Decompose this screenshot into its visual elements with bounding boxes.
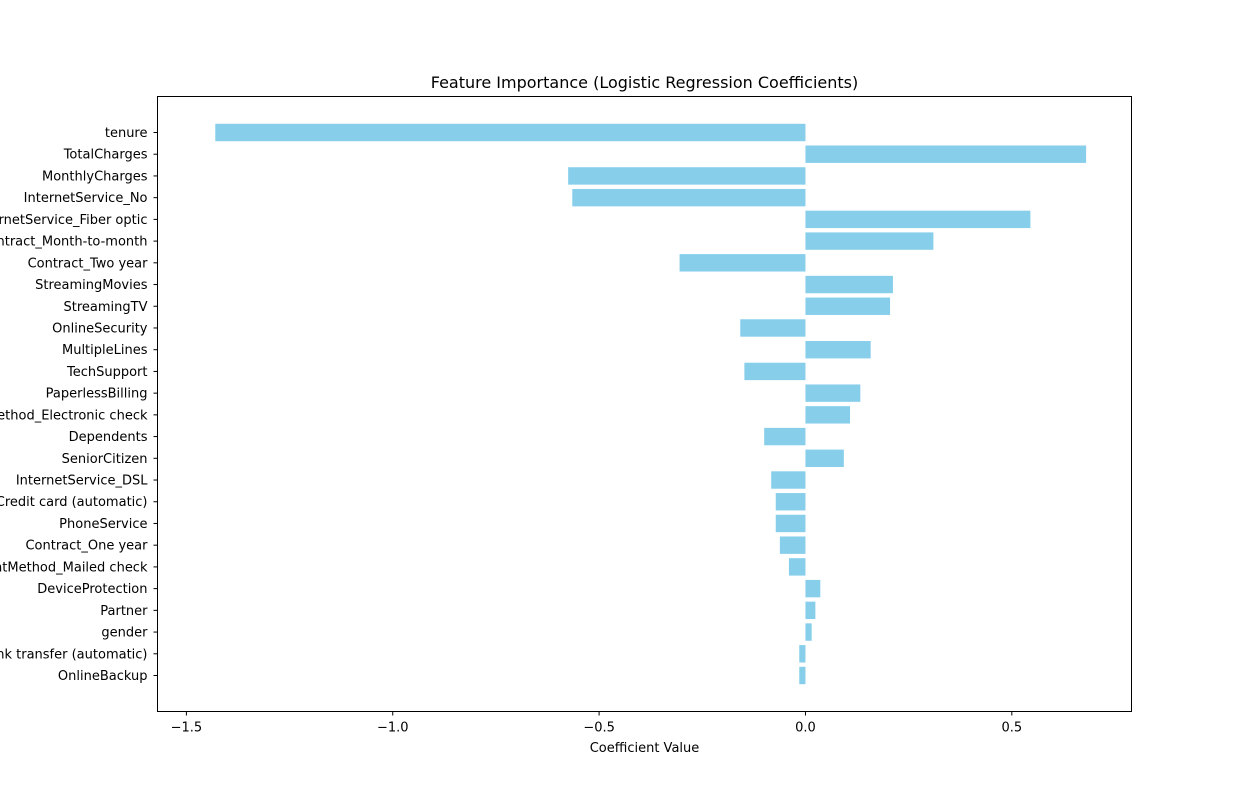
y-tick-label: Contract_One year: [25, 539, 148, 554]
y-tick-label: PaymentMethod_Bank transfer (automatic): [0, 647, 148, 662]
bar-paymentmethod-bank-transfer-automatic: [799, 645, 806, 663]
y-tick-label: Contract_Month-to-month: [0, 235, 148, 250]
y-tick-label: InternetService_Fiber optic: [0, 213, 148, 228]
y-tick-label: PaperlessBilling: [46, 387, 148, 402]
bar-contract-month-to-month: [805, 232, 934, 250]
y-axis-ticks: tenure TotalCharges MonthlyCharges Internet…: [0, 126, 158, 684]
y-tick-label: InternetService_No: [24, 191, 148, 206]
y-tick-label: PaymentMethod_Credit card (automatic): [0, 495, 148, 510]
chart-title: Feature Importance (Logistic Regression …: [431, 73, 858, 92]
plot-frame: [157, 96, 1132, 712]
y-tick-label: PaymentMethod_Electronic check: [0, 408, 148, 423]
bar-techsupport: [744, 362, 806, 381]
y-tick-label: MultipleLines: [62, 343, 148, 358]
y-tick-label: DeviceProtection: [37, 582, 147, 597]
y-tick-label: InternetService_DSL: [16, 474, 148, 489]
x-tick-label: −0.5: [583, 721, 615, 736]
y-tick-label: PhoneService: [59, 517, 147, 532]
x-tick-label: 0.0: [795, 721, 816, 736]
bar-paymentmethod-electronic-check: [805, 406, 851, 424]
y-tick-label: StreamingTV: [64, 300, 148, 315]
y-tick-label: OnlineBackup: [58, 669, 148, 684]
bars-group: [215, 123, 1087, 685]
bar-internetservice-fiber-optic: [805, 210, 1031, 229]
bar-totalcharges: [805, 145, 1087, 163]
x-tick-label: −1.5: [171, 721, 203, 736]
bar-internetservice-no: [572, 188, 806, 207]
bar-multiplelines: [805, 341, 871, 359]
bar-dependents: [764, 427, 806, 446]
bar-partner: [805, 601, 816, 620]
bar-seniorcitizen: [805, 449, 844, 467]
y-tick-label: MonthlyCharges: [42, 169, 148, 184]
bar-internetservice-dsl: [771, 471, 806, 489]
bar-paymentmethod-credit-card-automatic: [775, 493, 806, 511]
bar-streamingtv: [805, 297, 891, 315]
bar-paymentmethod-mailed-check: [788, 558, 806, 576]
bar-streamingmovies: [805, 275, 893, 294]
x-axis-ticks: −1.5 −1.0 −0.5 0.0 0.5: [171, 711, 1022, 736]
y-tick-label: gender: [101, 626, 148, 641]
y-tick-label: Partner: [100, 604, 148, 619]
x-axis-label: Coefficient Value: [590, 741, 700, 756]
y-tick-label: TechSupport: [66, 365, 148, 380]
bar-gender: [805, 623, 812, 641]
y-tick-label: tenure: [105, 126, 148, 141]
bar-onlinesecurity: [740, 319, 806, 337]
bar-tenure: [215, 123, 806, 142]
y-tick-label: OnlineSecurity: [52, 321, 148, 336]
x-tick-label: −1.0: [377, 721, 409, 736]
y-tick-label: Contract_Two year: [28, 256, 149, 271]
y-tick-label: StreamingMovies: [35, 278, 148, 293]
y-tick-label: TotalCharges: [63, 148, 148, 163]
y-tick-label: SeniorCitizen: [62, 452, 148, 467]
bar-monthlycharges: [568, 167, 806, 185]
bar-onlinebackup: [799, 666, 806, 685]
bar-deviceprotection: [805, 579, 821, 598]
bar-phoneservice: [775, 514, 806, 533]
bar-paperlessbilling: [805, 384, 861, 402]
y-tick-label: PaymentMethod_Mailed check: [0, 560, 148, 575]
y-tick-label: Dependents: [69, 430, 148, 445]
bar-contract-one-year: [779, 536, 806, 554]
bar-contract-two-year: [679, 254, 806, 272]
x-tick-label: 0.5: [1001, 721, 1022, 736]
